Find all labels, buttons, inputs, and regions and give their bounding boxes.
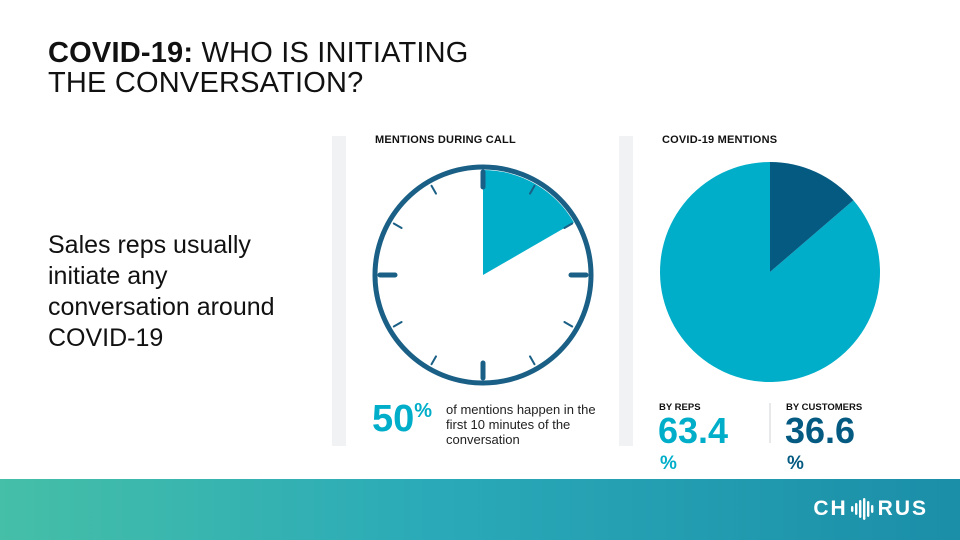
page-title: COVID-19: WHO IS INITIATING THE CONVERSA… [48, 38, 469, 98]
clock-ring [372, 164, 594, 386]
clock-minor-tick [563, 321, 574, 328]
clock-stat-value: 50 [372, 398, 415, 440]
stat-unit-customers: % [787, 453, 804, 474]
stat-label-reps: BY REPS [659, 402, 701, 413]
clock-minor-tick [563, 222, 574, 229]
lead-text: Sales reps usually initiate any conversa… [48, 231, 275, 352]
clock-minor-tick [392, 222, 403, 229]
clock-minor-tick [529, 184, 536, 195]
clock-highlight-wedge [483, 170, 574, 275]
pie-slice-customers [770, 162, 854, 272]
stat-unit-reps: % [660, 453, 677, 474]
clock-stat-text: of mentions happen in the first 10 minut… [446, 402, 596, 447]
waveform-icon [850, 498, 874, 520]
clock-chart [372, 164, 594, 386]
title-line2: THE CONVERSATION? [48, 67, 364, 99]
clock-minor-tick [430, 355, 437, 366]
footer-band: CH RUS [0, 479, 960, 540]
title-bold: COVID-19: [48, 37, 194, 69]
clock-chart-title: MENTIONS DURING CALL [375, 134, 516, 146]
panel-divider-right [619, 136, 633, 446]
logo-text-right: RUS [877, 497, 928, 520]
panel-divider-left [332, 136, 346, 446]
clock-minor-tick [430, 184, 437, 195]
pie-chart-title: COVID-19 MENTIONS [662, 134, 778, 146]
clock-ticks [377, 169, 589, 381]
clock-stat-unit: % [414, 400, 433, 422]
stat-value-reps: 63.4 [658, 410, 729, 451]
stat-value-customers: 36.6 [785, 410, 856, 451]
chorus-logo: CH RUS [813, 497, 928, 520]
stat-divider [769, 403, 771, 443]
logo-text-left: CH [813, 497, 848, 520]
pie-chart [660, 162, 880, 382]
title-rest: WHO IS INITIATING [193, 37, 469, 69]
clock-stat: 50% [372, 398, 432, 441]
stat-label-customers: BY CUSTOMERS [786, 402, 863, 413]
clock-minor-tick [392, 321, 403, 328]
clock-minor-tick [529, 355, 536, 366]
